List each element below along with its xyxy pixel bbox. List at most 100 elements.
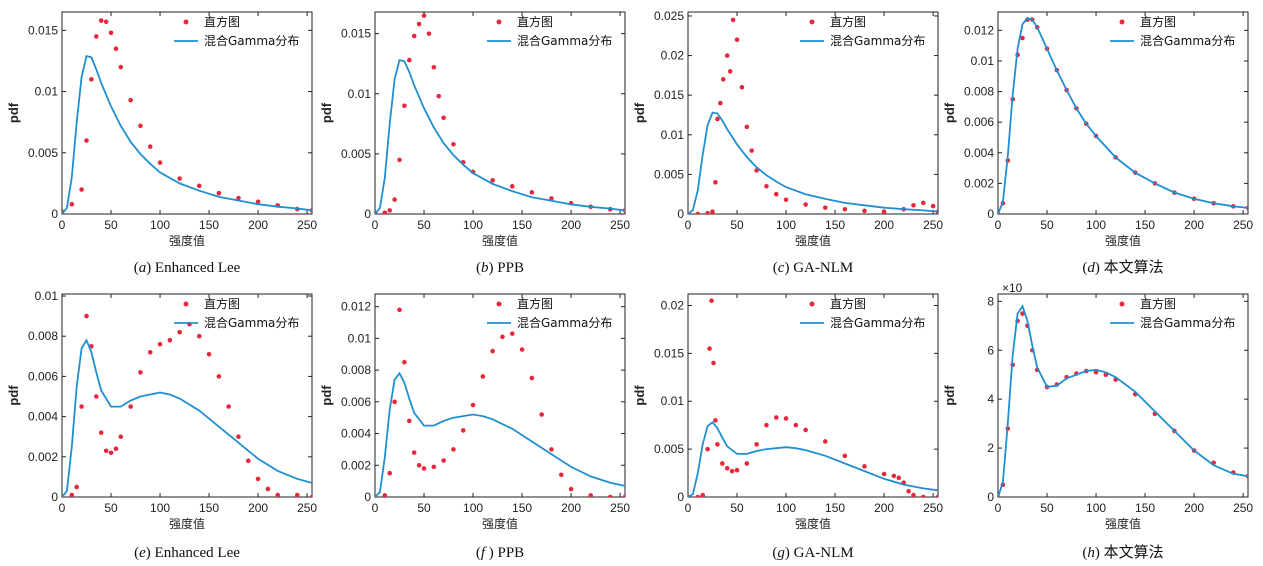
histogram-point: [128, 404, 133, 409]
histogram-point: [754, 442, 759, 447]
x-tick-label: 50: [104, 218, 118, 232]
y-tick-label: 0.004: [341, 427, 371, 441]
y-tick-label: 0: [364, 207, 371, 221]
legend-label-histogram: 直方图: [830, 14, 866, 29]
histogram-point: [700, 492, 706, 497]
histogram-point: [392, 399, 397, 405]
gamma-curve: [62, 55, 312, 214]
plot-data: [62, 313, 312, 497]
chart-panel-f: 0 50 100 150 200 250 0 0.002 0.004 0.006 0.008 0.01…: [319, 293, 630, 561]
x-tick-label: 150: [199, 218, 219, 232]
caption-letter: c: [778, 260, 785, 276]
legend-marker-histogram: [809, 301, 815, 307]
histogram-point: [713, 180, 718, 185]
histogram-point: [490, 178, 495, 183]
histogram-point: [695, 211, 701, 214]
y-axis-label: pdf: [319, 385, 334, 406]
histogram-point: [862, 208, 867, 214]
histogram-point: [236, 434, 241, 440]
histogram-point: [822, 439, 828, 444]
y-tick-label: 0.025: [654, 9, 684, 23]
panel-caption: (e) Enhanced Lee: [134, 545, 240, 561]
histogram-point: [920, 494, 926, 497]
histogram-point: [382, 210, 388, 214]
y-tick-label: 8: [987, 294, 994, 308]
y-tick-label: 0.01: [348, 331, 372, 345]
histogram-point: [421, 13, 427, 18]
legend-label-histogram: 直方图: [517, 14, 553, 29]
histogram-point: [705, 446, 710, 452]
x-tick-label: 150: [825, 218, 845, 232]
histogram-point: [729, 468, 735, 474]
x-tick-label: 0: [372, 501, 379, 515]
y-tick-label: 0: [677, 490, 684, 504]
caption-paren-open: (: [772, 545, 777, 561]
gamma-curve: [375, 59, 625, 214]
histogram-point: [89, 77, 94, 82]
x-tick-label: 250: [923, 218, 943, 232]
histogram-point: [245, 458, 251, 464]
histogram-point: [822, 205, 828, 210]
caption-text: ) Enhanced Lee: [146, 545, 240, 561]
histogram-point: [265, 486, 271, 492]
chart-panel-c: 0 50 100 150 200 250 0 0.005 0.01 0.015 0.02 0.025 强…: [632, 9, 943, 276]
legend-label-gamma: 混合Gamma分布: [830, 315, 925, 330]
histogram-point: [147, 349, 153, 355]
histogram-point: [549, 447, 554, 452]
caption-text: ) PPB: [485, 545, 524, 561]
caption-paren-open: (: [1082, 260, 1087, 276]
histogram-point: [783, 197, 789, 203]
x-tick-label: 250: [923, 501, 943, 515]
histogram-point: [470, 402, 476, 408]
legend-label-histogram: 直方图: [204, 14, 240, 29]
histogram-point: [196, 183, 202, 189]
legend-label-gamma: 混合Gamma分布: [204, 33, 299, 48]
caption-letter: e: [139, 545, 146, 561]
histogram-point: [84, 138, 89, 143]
x-tick-label: 250: [1233, 218, 1253, 232]
y-tick-label: 0: [364, 490, 371, 504]
histogram-point: [451, 447, 456, 452]
legend-marker-histogram: [1119, 19, 1125, 25]
y-axis-label: pdf: [6, 102, 21, 123]
panel-caption: (d) 本文算法: [1082, 258, 1163, 276]
plot-frame: [997, 293, 1249, 498]
plot-data: [998, 17, 1248, 214]
x-tick-label: 50: [1040, 501, 1054, 515]
histogram-point: [935, 494, 938, 497]
histogram-point: [744, 124, 750, 130]
histogram-point: [783, 416, 789, 421]
y-tick-label: 0.005: [28, 146, 58, 160]
histogram-point: [773, 191, 779, 197]
chart-panel-a: 0 50 100 150 200 250 0 0.005 0.01 0.015 强度值 pdf 直方图混…: [6, 11, 317, 276]
histogram-point: [138, 123, 143, 129]
histogram-point: [803, 427, 808, 433]
histogram-point: [387, 208, 393, 213]
gamma-curve: [998, 304, 1248, 497]
x-axis-label: 强度值: [482, 516, 518, 531]
x-axis-label: 强度值: [482, 233, 518, 248]
x-tick-label: 0: [685, 501, 692, 515]
x-tick-label: 50: [104, 501, 118, 515]
histogram-point: [236, 195, 241, 201]
x-tick-label: 50: [730, 501, 744, 515]
panel-caption: (g) GA-NLM: [772, 545, 853, 561]
legend-label-histogram: 直方图: [517, 296, 553, 311]
histogram-point: [718, 100, 723, 106]
panel-caption: (a) Enhanced Lee: [134, 260, 241, 276]
y-tick-label: 0.006: [964, 115, 994, 129]
x-tick-label: 0: [372, 218, 379, 232]
caption-paren-open: (: [476, 545, 481, 561]
histogram-point: [490, 348, 495, 354]
histogram-point: [793, 422, 799, 428]
histogram-point: [113, 46, 119, 52]
histogram-point: [749, 148, 755, 153]
histogram-point: [881, 209, 887, 214]
y-tick-label: 0: [51, 207, 58, 221]
histogram-point: [138, 370, 143, 375]
y-tick-label: 4: [987, 392, 994, 406]
histogram-point: [74, 484, 80, 490]
y-axis-label: pdf: [319, 102, 334, 123]
histogram-point: [103, 448, 109, 454]
histogram-point: [739, 84, 745, 90]
